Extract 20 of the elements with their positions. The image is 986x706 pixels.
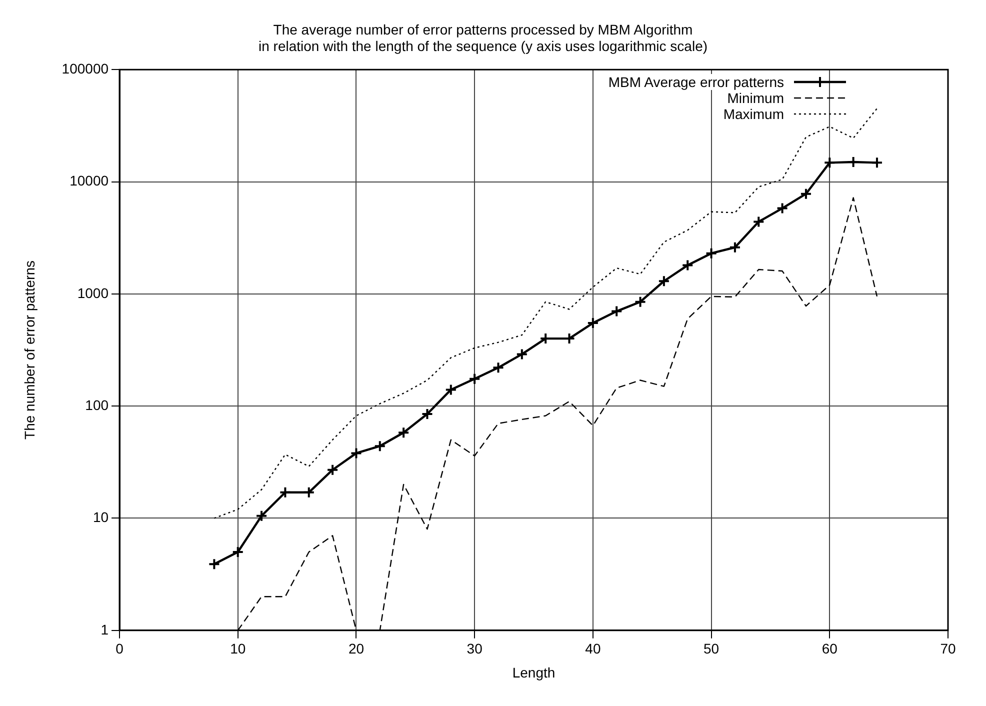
y-tick-label: 10 (92, 509, 109, 526)
y-tick-label: 100000 (62, 60, 109, 76)
x-tick-label: 0 (116, 640, 124, 657)
x-tick-label: 60 (822, 640, 838, 657)
y-tick-label: 1000 (77, 284, 109, 301)
legend-label: Minimum (725, 90, 786, 106)
x-tick-label: 20 (348, 640, 364, 657)
legend-label: MBM Average error patterns (606, 74, 786, 90)
y-axis-title: The number of error patterns (21, 260, 38, 440)
x-tick-label: 10 (230, 640, 246, 657)
y-tick-label: 100 (85, 396, 109, 413)
y-tick-label: 10000 (70, 172, 109, 189)
legend-label: Maximum (721, 106, 786, 122)
y-tick-label: 1 (100, 621, 109, 638)
x-tick-label: 30 (466, 640, 483, 657)
chart-title: The average number of error patterns processed by MBM Algorithm in relation with the length of the sequence (y axis uses logarithmic scale) (258, 21, 708, 54)
x-tick-label: 40 (585, 640, 601, 657)
x-axis-title: Length (512, 664, 556, 680)
x-tick-label: 70 (940, 640, 956, 657)
x-tick-label: 50 (704, 640, 720, 657)
